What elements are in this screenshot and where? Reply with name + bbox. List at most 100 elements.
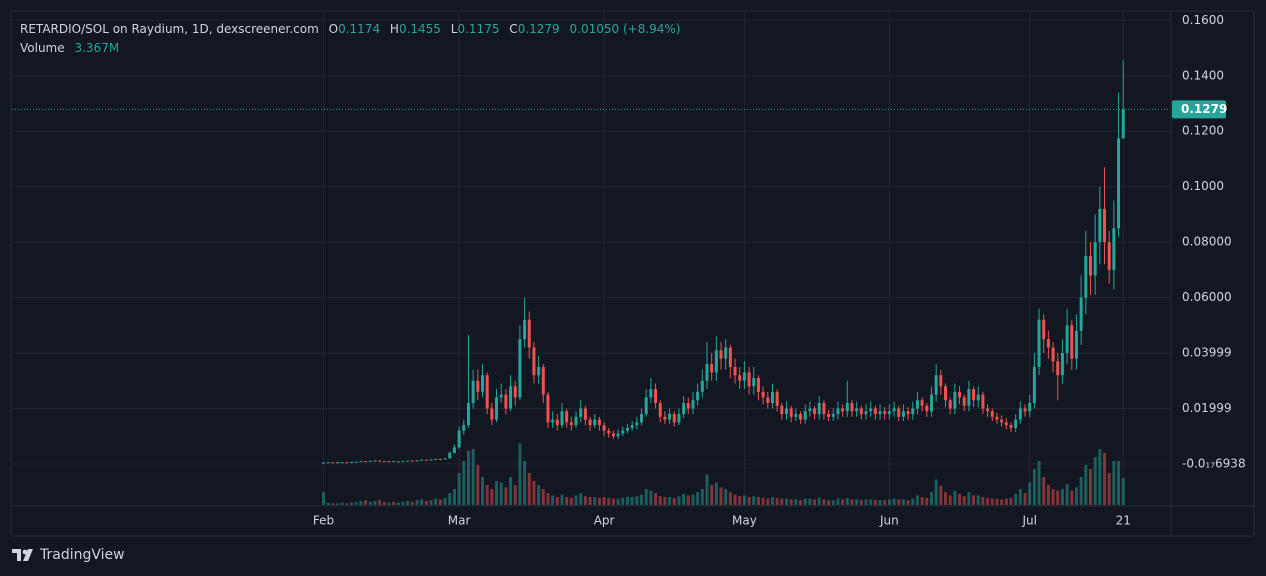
candle-body xyxy=(1117,138,1121,229)
candle-body xyxy=(724,347,728,359)
volume-bar xyxy=(976,495,980,505)
candle-body xyxy=(649,389,653,398)
candle-body xyxy=(583,408,587,420)
volume-bar xyxy=(953,490,957,505)
volume-bar xyxy=(986,497,990,505)
volume-bar xyxy=(813,499,817,505)
volume-bar xyxy=(574,495,578,505)
volume-bar xyxy=(1088,469,1092,505)
volume-bar xyxy=(635,496,639,505)
legend-row: RETARDIO/SOL on Raydium, 1D, dexscreener… xyxy=(20,20,681,39)
volume-bar xyxy=(929,492,933,505)
candle-body xyxy=(523,319,527,340)
volume-bar xyxy=(817,497,821,505)
candle-body xyxy=(462,425,466,431)
volume-bar xyxy=(897,499,901,505)
volume-bar xyxy=(668,497,672,505)
volume-bar xyxy=(700,489,704,505)
volume-bar xyxy=(925,497,929,505)
candle-body xyxy=(1018,408,1022,420)
candle-body xyxy=(658,402,662,417)
candle-body xyxy=(1079,297,1083,331)
volume-bar xyxy=(920,497,924,505)
candle-body xyxy=(668,414,672,420)
candle-body xyxy=(953,391,957,409)
brand[interactable]: TradingView xyxy=(12,547,125,563)
volume-bar xyxy=(490,489,494,505)
volume-bar xyxy=(640,494,644,505)
volume-bar xyxy=(1056,490,1060,505)
candle-body xyxy=(808,408,812,412)
volume-bar xyxy=(915,495,919,505)
brand-name: TradingView xyxy=(40,547,125,563)
volume-bar xyxy=(401,501,405,505)
candle-body xyxy=(817,402,821,415)
volume-bar xyxy=(1107,473,1111,505)
candle-body xyxy=(915,400,919,409)
chart-border xyxy=(10,10,1255,537)
volume-bar xyxy=(462,461,466,505)
candle-body xyxy=(990,411,994,417)
volume-bar xyxy=(1042,477,1046,505)
x-tick-label: Jun xyxy=(879,514,899,528)
volume-bar xyxy=(630,497,634,505)
y-tick-label: 0.06000 xyxy=(1182,290,1232,304)
volume-bar xyxy=(438,499,442,505)
volume-bar xyxy=(845,497,849,505)
volume-bar xyxy=(368,501,372,505)
volume-bar xyxy=(1117,461,1121,505)
candle-body xyxy=(784,408,788,415)
candle-body xyxy=(850,402,854,412)
volume-bar xyxy=(714,482,718,505)
candle-body xyxy=(892,408,896,412)
volume-bar xyxy=(869,499,873,505)
volume-bar xyxy=(841,499,845,505)
candle-body xyxy=(336,462,340,464)
volume-bar xyxy=(1065,484,1069,505)
x-tick-label: 21 xyxy=(1116,514,1131,528)
volume-bar xyxy=(485,485,489,505)
volume-bar xyxy=(429,500,433,505)
volume-bar xyxy=(799,500,803,505)
candle-body xyxy=(747,372,751,387)
volume-label: Volume xyxy=(20,41,65,55)
volume-bar xyxy=(705,474,709,505)
volume-bar xyxy=(1018,489,1022,505)
candle-body xyxy=(901,411,905,417)
candle-body xyxy=(859,408,863,415)
candle-body xyxy=(443,458,447,460)
candle-body xyxy=(541,366,545,395)
volume-bar xyxy=(864,499,868,505)
volume-bar xyxy=(654,493,658,505)
candle-body xyxy=(635,422,639,426)
candle-body xyxy=(986,408,990,412)
candle-body xyxy=(756,378,760,392)
y-tick-label: 0.1000 xyxy=(1182,179,1224,193)
volume-bar xyxy=(682,493,686,505)
candle-body xyxy=(976,394,980,401)
volume-bar xyxy=(696,492,700,505)
volume-bar xyxy=(527,473,531,505)
candle-body xyxy=(873,408,877,415)
volume-bar xyxy=(883,500,887,505)
candle-body xyxy=(836,408,840,415)
x-tick-label: Mar xyxy=(448,514,471,528)
candle-body xyxy=(803,411,807,420)
ohlc-label: C xyxy=(509,22,518,36)
candle-body xyxy=(424,459,428,461)
candle-body xyxy=(593,419,597,426)
candle-body xyxy=(1070,325,1074,359)
volume-bar xyxy=(780,498,784,505)
volume-bar xyxy=(658,496,662,505)
volume-bar xyxy=(340,502,344,505)
candle-body xyxy=(864,411,868,415)
volume-bar xyxy=(602,497,606,505)
volume-bar xyxy=(424,501,428,505)
candle-body xyxy=(686,402,690,409)
candle-body xyxy=(780,405,784,415)
candle-body xyxy=(841,408,845,412)
candle-body xyxy=(962,397,966,406)
volume-bar xyxy=(331,503,335,505)
volume-bar xyxy=(1121,478,1125,505)
volume-bar xyxy=(1070,490,1074,505)
